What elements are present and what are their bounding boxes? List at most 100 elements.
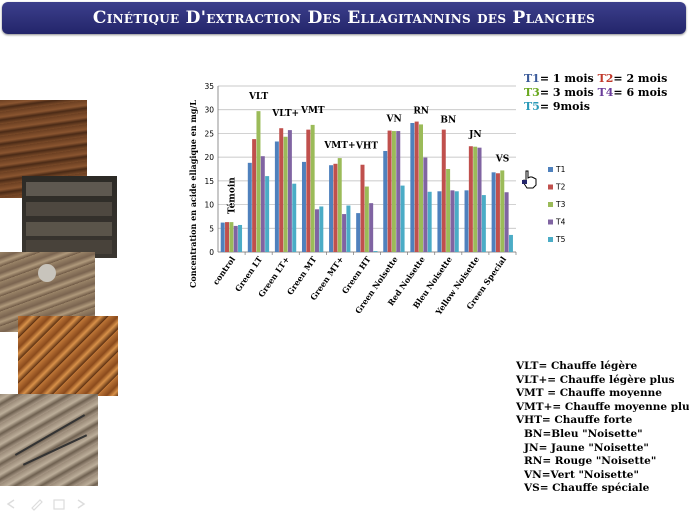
legend-label-t3: T3 <box>555 200 566 209</box>
legend-swatch-t3 <box>548 202 553 207</box>
t4-key: T4 <box>597 86 614 99</box>
abbrev-vmt-plus: VMT+= Chauffe moyenne plus <box>516 400 689 413</box>
title-bar: Cinétique D'extraction Des Ellagitannins… <box>2 2 686 34</box>
bar-t2 <box>279 128 284 252</box>
annotation-vmt: VMT <box>300 106 325 116</box>
bar-t1 <box>356 213 361 252</box>
legend-swatch-t2 <box>548 184 553 190</box>
bar-t4 <box>477 147 482 252</box>
bar-t3 <box>446 169 451 252</box>
annotation-vlt: VLT <box>248 92 269 102</box>
y-tick-label: 15 <box>204 177 214 186</box>
bar-t4 <box>287 130 292 252</box>
time-legend: T1= 1 mois T2= 2 mois T3= 3 mois T4= 6 m… <box>524 72 667 114</box>
hand-cursor-icon <box>522 170 537 189</box>
t1-value: = 1 mois <box>539 72 598 85</box>
bar-t3 <box>419 124 423 252</box>
bar-t5 <box>427 191 432 252</box>
legend-swatch-t4 <box>548 219 553 225</box>
bar-t4 <box>314 209 319 252</box>
y-tick-label: 10 <box>204 201 214 210</box>
wood-photo-5 <box>0 394 98 486</box>
bar-t2 <box>333 163 338 252</box>
bar-t2 <box>495 173 500 252</box>
time-legend-line-1: T1= 1 mois T2= 2 mois <box>524 72 667 86</box>
t2-value: = 2 mois <box>613 72 668 85</box>
t4-value: = 6 mois <box>613 86 668 99</box>
t5-key: T5 <box>524 100 540 113</box>
bar-t5 <box>265 176 270 252</box>
abbrev-bn: BN=Bleu "Noisette" <box>524 427 643 440</box>
abbrev-vs: VS= Chauffe spéciale <box>524 482 650 495</box>
y-tick-label: 25 <box>204 129 214 138</box>
bar-t3 <box>310 124 315 252</box>
annotation-vmt-: VMT+ <box>323 141 355 151</box>
annotation-vlt-: VLT+ <box>271 109 299 119</box>
t3-value: = 3 mois <box>539 86 598 99</box>
bar-t3 <box>337 158 342 252</box>
bar-t1 <box>464 190 469 252</box>
menu-icon[interactable] <box>53 499 65 510</box>
next-arrow-icon[interactable] <box>77 499 86 509</box>
t1-key: T1 <box>524 72 540 85</box>
y-tick-label: 20 <box>204 153 214 162</box>
wood-photo-4 <box>18 316 118 396</box>
annotation-vn: VN <box>385 115 401 125</box>
bar-t4 <box>450 190 455 252</box>
bar-t2 <box>468 146 473 252</box>
bar-t5 <box>346 205 351 252</box>
bar-t3 <box>391 131 396 252</box>
bar-t1 <box>491 172 496 252</box>
bar-t4 <box>260 156 265 252</box>
legend-swatch-t5 <box>548 237 553 242</box>
abbrev-vlt: VLT= Chauffe légère <box>516 360 638 372</box>
t2-key: T2 <box>597 72 614 85</box>
slideshow-controls <box>6 499 86 511</box>
bar-t1 <box>220 222 225 252</box>
annotation-vs: VS <box>495 154 509 164</box>
bar-t3 <box>229 222 234 252</box>
bar-t1 <box>301 161 306 252</box>
y-axis-label: Concentration en acide ellagique en mg/L <box>188 100 198 288</box>
bar-t4 <box>342 214 347 252</box>
y-tick-label: 30 <box>204 106 214 115</box>
bar-t5 <box>454 191 459 252</box>
bar-t2 <box>252 139 257 252</box>
bar-t4 <box>369 203 374 252</box>
wood-photo-2 <box>22 176 117 258</box>
time-legend-line-2: T3= 3 mois T4= 6 mois <box>524 86 667 100</box>
bar-t5 <box>400 185 405 252</box>
annotation-rn: RN <box>413 107 429 117</box>
abbreviation-list: VLT= Chauffe légère VLT+= Chauffe légère… <box>516 360 689 496</box>
bar-t5 <box>481 195 486 252</box>
abbrev-vmt: VMT = Chauffe moyenne <box>516 387 662 400</box>
y-tick-label: 5 <box>209 224 214 233</box>
legend-label-t5: T5 <box>555 235 566 244</box>
bar-t4 <box>233 225 238 252</box>
slide-title: Cinétique D'extraction Des Ellagitannins… <box>92 8 596 28</box>
bar-t1 <box>437 191 442 252</box>
bar-t5 <box>319 206 324 252</box>
bar-t1 <box>329 165 334 252</box>
abbrev-vlt-plus: VLT+= Chauffe légère plus <box>516 373 675 386</box>
abbrev-vn: VN=Vert "Noisette" <box>524 468 639 481</box>
pen-icon[interactable] <box>31 499 43 511</box>
legend-label-t4: T4 <box>555 218 566 227</box>
annotation-bn: BN <box>440 116 456 126</box>
legend-label-t2: T2 <box>555 183 566 192</box>
abbrev-vht: VHT= Chauffe forte <box>516 414 633 427</box>
bar-t3 <box>283 136 288 252</box>
annotation-vht: VHT <box>355 142 378 152</box>
bar-t2 <box>360 164 365 252</box>
annotation-t-moin: Témoin <box>227 177 238 214</box>
bar-t5 <box>238 224 243 252</box>
bar-t4 <box>396 131 401 252</box>
bar-t1 <box>383 150 388 252</box>
previous-arrow-icon[interactable] <box>6 499 15 509</box>
bar-t4 <box>423 157 428 252</box>
bar-t5 <box>373 251 378 252</box>
bar-t3 <box>473 146 478 252</box>
t5-value: = 9mois <box>539 100 590 113</box>
bar-t2 <box>225 222 230 252</box>
bar-t3 <box>500 170 505 252</box>
